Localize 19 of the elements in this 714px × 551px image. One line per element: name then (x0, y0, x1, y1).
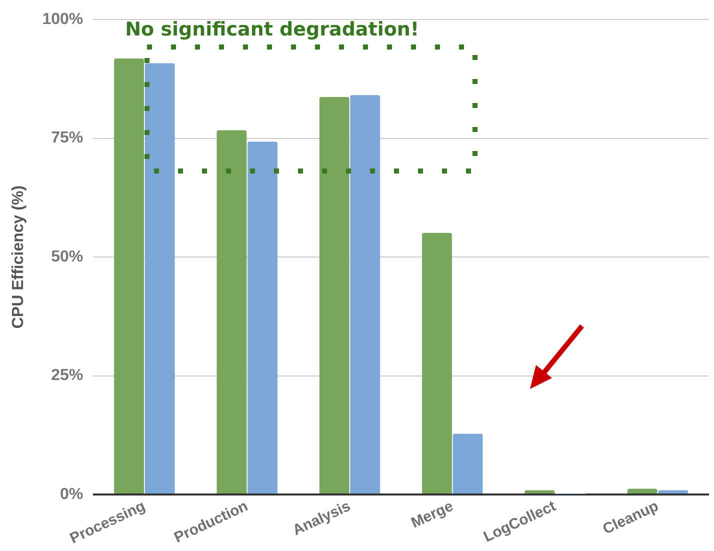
bar (658, 490, 688, 494)
bar (422, 232, 452, 494)
y-axis-title: CPU Efficiency (%) (10, 185, 28, 329)
bar (144, 63, 175, 494)
bar (216, 130, 247, 494)
x-tick-label: Merge (408, 498, 456, 532)
y-tick-label: 50% (51, 248, 84, 266)
bar (114, 58, 144, 494)
bar (524, 490, 555, 494)
bar (319, 97, 350, 494)
bar (350, 95, 380, 494)
bar (248, 142, 278, 494)
y-tick-label: 100% (42, 11, 84, 28)
y-tick-label: 25% (51, 367, 84, 384)
annotation: No significant degradation! (125, 18, 420, 41)
y-tick-label: 0% (60, 486, 84, 503)
y-tick-label: 75% (51, 130, 84, 147)
bar (627, 488, 658, 494)
bar (452, 434, 483, 494)
